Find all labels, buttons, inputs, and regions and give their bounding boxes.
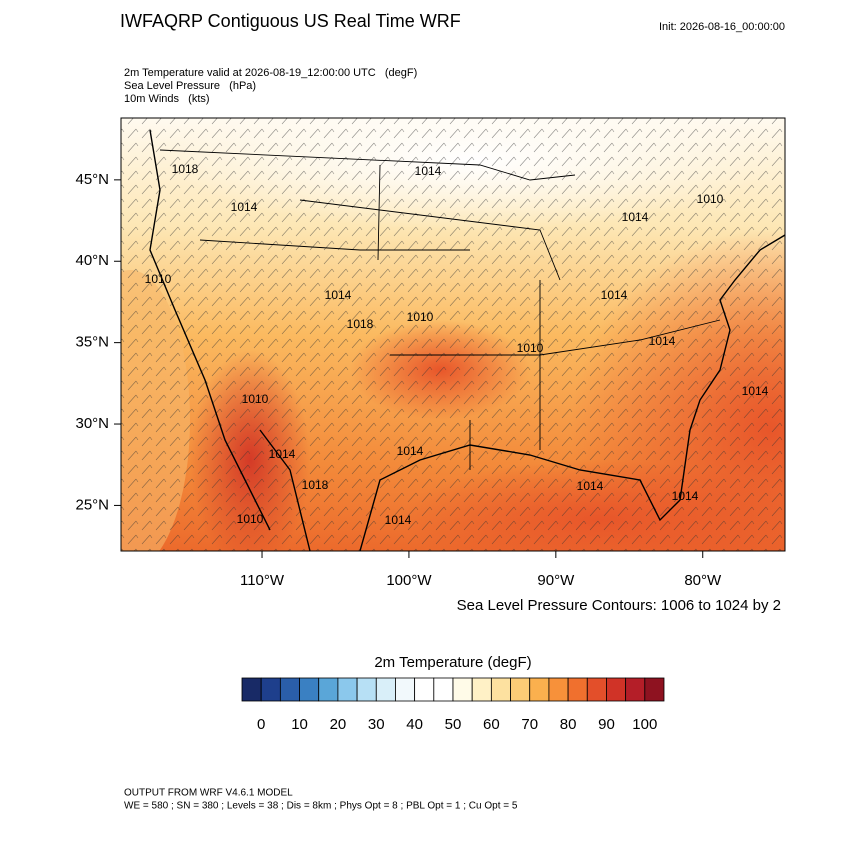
pressure-label: 1010 xyxy=(697,192,724,206)
colorbar-box xyxy=(395,677,416,702)
colorbar-box xyxy=(548,677,569,702)
colorbar-box xyxy=(337,677,358,702)
colorbar-tick-label: 20 xyxy=(330,716,347,733)
init-time: Init: 2026-08-16_00:00:00 xyxy=(659,21,785,33)
colorbar-box xyxy=(606,677,627,702)
colorbar-box xyxy=(586,677,607,702)
pressure-label: 1014 xyxy=(672,489,699,503)
colorbar-box xyxy=(241,677,262,702)
x-tick-label: 100°W xyxy=(386,572,432,589)
contour-note: Sea Level Pressure Contours: 1006 to 102… xyxy=(457,597,781,614)
pressure-label: 1010 xyxy=(407,310,434,324)
colorbar-box xyxy=(452,677,473,702)
pressure-label: 1014 xyxy=(622,210,649,224)
colorbar-tick-label: 50 xyxy=(445,716,462,733)
colorbar-tick-label: 30 xyxy=(368,716,385,733)
colorbar-tick-label: 90 xyxy=(598,716,615,733)
colorbar-tick-label: 0 xyxy=(257,716,265,733)
pressure-label: 1014 xyxy=(325,288,352,302)
title: IWFAQRP Contiguous US Real Time WRF xyxy=(120,11,461,31)
field-line: Sea Level Pressure (hPa) xyxy=(124,80,256,92)
colorbar-box xyxy=(644,677,665,702)
y-tick-label: 45°N xyxy=(75,171,109,188)
colorbar-box xyxy=(299,677,320,702)
colorbar-tick-label: 80 xyxy=(560,716,577,733)
x-tick-label: 90°W xyxy=(537,572,575,589)
colorbar-box xyxy=(510,677,531,702)
pressure-label: 1014 xyxy=(385,513,412,527)
colorbar-box xyxy=(567,677,588,702)
colorbar-tick-label: 100 xyxy=(632,716,657,733)
colorbar-box xyxy=(414,677,435,702)
map-frame xyxy=(120,117,786,552)
pressure-label: 1014 xyxy=(601,288,628,302)
colorbar-tick-label: 10 xyxy=(291,716,308,733)
footer-model: OUTPUT FROM WRF V4.6.1 MODEL xyxy=(124,788,293,799)
colorbar-box xyxy=(260,677,281,702)
colorbar-box xyxy=(471,677,492,702)
field-line: 10m Winds (kts) xyxy=(124,93,210,105)
colorbar-title: 2m Temperature (degF) xyxy=(374,654,531,671)
colorbar-box xyxy=(529,677,550,702)
colorbar-tick-label: 40 xyxy=(406,716,423,733)
colorbar-box xyxy=(375,677,396,702)
field-line: 2m Temperature valid at 2026-08-19_12:00… xyxy=(124,67,417,79)
y-tick-label: 25°N xyxy=(75,496,109,513)
colorbar-box xyxy=(490,677,511,702)
pressure-label: 1018 xyxy=(302,478,329,492)
colorbar-tick-label: 70 xyxy=(521,716,538,733)
pressure-label: 1014 xyxy=(397,444,424,458)
pressure-label: 1010 xyxy=(145,272,172,286)
x-tick-label: 110°W xyxy=(240,572,285,589)
x-tick-label: 80°W xyxy=(684,572,722,589)
colorbar-box xyxy=(279,677,300,702)
pressure-label: 1010 xyxy=(237,512,264,526)
pressure-label: 1014 xyxy=(269,447,296,461)
map-field xyxy=(121,118,785,551)
y-tick-label: 30°N xyxy=(75,415,109,432)
pressure-label: 1018 xyxy=(172,162,199,176)
colorbar-box xyxy=(433,677,454,702)
pressure-label: 1014 xyxy=(231,200,258,214)
colorbar-box xyxy=(625,677,646,702)
y-tick-label: 40°N xyxy=(75,252,109,269)
pressure-label: 1010 xyxy=(517,341,544,355)
footer-settings: WE = 580 ; SN = 380 ; Levels = 38 ; Dis … xyxy=(124,801,518,812)
y-tick-label: 35°N xyxy=(75,334,109,351)
pressure-label: 1014 xyxy=(649,334,676,348)
pressure-label: 1014 xyxy=(742,384,769,398)
colorbar-box xyxy=(318,677,339,702)
colorbar-box xyxy=(356,677,377,702)
pressure-label: 1014 xyxy=(577,479,604,493)
colorbar-tick-label: 60 xyxy=(483,716,500,733)
pressure-label: 1014 xyxy=(415,164,442,178)
pressure-label: 1010 xyxy=(242,392,269,406)
pressure-label: 1018 xyxy=(347,317,374,331)
